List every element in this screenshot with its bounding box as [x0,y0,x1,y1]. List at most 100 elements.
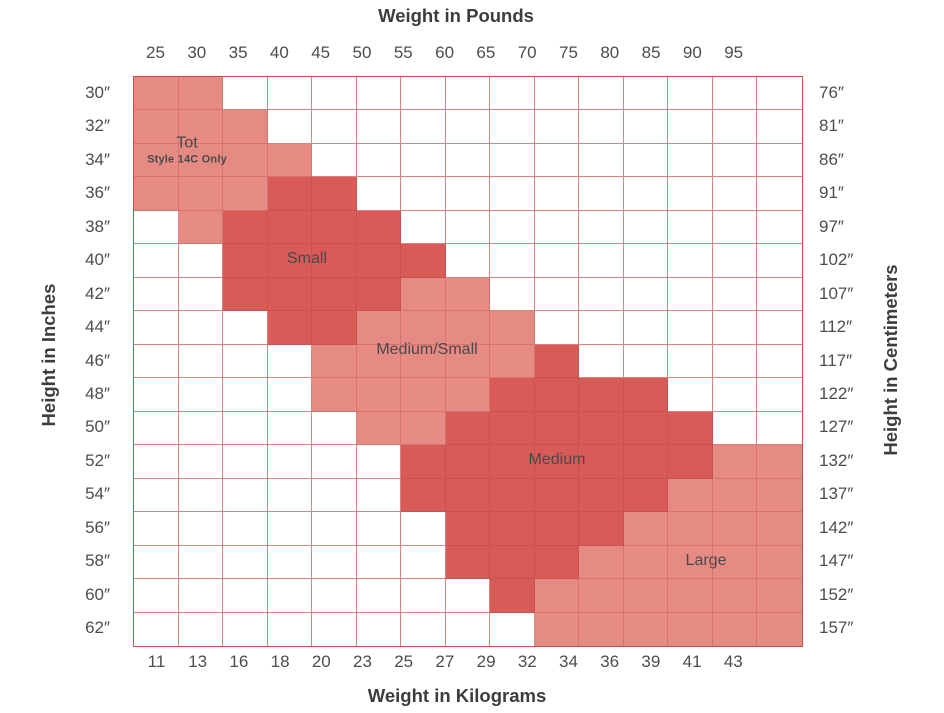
pound-tick-label: 80 [600,43,620,62]
grid-cell [445,110,490,144]
grid-cell [401,579,446,613]
grid-cell [668,311,713,345]
grid-cell [757,512,802,546]
grid-cell [712,110,757,144]
grid-cell [267,579,312,613]
grid-cell [534,445,579,479]
grid-cell [312,344,357,379]
grid-cell [490,512,535,546]
grid-cell [490,579,535,613]
grid-cell [312,545,357,580]
grid-cell [712,177,757,211]
grid-cell [623,579,668,613]
inch-row-label: 38″ [85,216,110,236]
grid-cell [623,445,668,479]
grid-cell [356,244,401,278]
grid-cell [668,143,713,178]
grid-cell [134,311,179,345]
centimeter-row-label: 81″ [819,116,844,136]
grid-cell [623,545,668,580]
grid-cell [579,378,624,412]
grid-cell [579,77,624,111]
grid-cell [223,210,268,245]
grid-cell [668,210,713,245]
grid-cell [490,612,535,646]
grid-cell [668,612,713,646]
grid-cell [356,277,401,312]
grid-cell [579,612,624,646]
grid-cell [267,612,312,646]
grid-cell [534,478,579,513]
grid-cell [712,411,757,446]
grid-cell [534,545,579,580]
grid-cell [534,244,579,278]
grid-cell [490,411,535,446]
centimeter-row-label: 107″ [819,283,854,303]
grid-cell [356,378,401,412]
grid-cell [134,244,179,278]
centimeter-row-label: 97″ [819,216,844,236]
grid-cell [401,344,446,379]
grid-cell [223,378,268,412]
grid-cell [445,244,490,278]
grid-cell [223,579,268,613]
grid-cell [134,512,179,546]
grid-cell [490,378,535,412]
grid-cell [267,344,312,379]
grid-cell [579,478,624,513]
grid-cell [267,277,312,312]
inch-row-label: 30″ [85,82,110,102]
centimeter-row-label: 91″ [819,183,844,203]
grid-cell [223,77,268,111]
pound-tick-label: 90 [682,43,702,62]
grid-cell [623,478,668,513]
grid-cell [534,512,579,546]
inch-row-label: 36″ [85,183,110,203]
grid-cell [445,77,490,111]
grid-cell [445,545,490,580]
grid-cell [178,512,223,546]
grid-cell [445,612,490,646]
grid-cell [757,311,802,345]
inch-row-label: 40″ [85,250,110,270]
grid-cell [267,210,312,245]
grid-cell [668,445,713,479]
grid-cell [534,612,579,646]
grid-cell [668,77,713,111]
grid-cell [445,177,490,211]
grid-cell [579,545,624,580]
grid-cell [579,110,624,144]
grid-cell [267,244,312,278]
grid-cell [401,545,446,580]
grid-cell [178,378,223,412]
grid-cell [178,143,223,178]
grid-cell [401,411,446,446]
grid-cell [445,277,490,312]
kilogram-tick-label: 20 [311,652,331,671]
grid-cell [223,143,268,178]
grid-cell [534,277,579,312]
grid-cell [445,210,490,245]
grid-cell [712,210,757,245]
grid-cell [712,143,757,178]
grid-cell [445,378,490,412]
grid-cell [401,512,446,546]
grid-cell [668,512,713,546]
grid-cell [712,579,757,613]
grid-cell [356,77,401,111]
pound-tick-label: 30 [187,43,207,62]
grid-cell [312,210,357,245]
grid-cell [178,177,223,211]
grid-cell [223,478,268,513]
grid-cell [401,110,446,144]
grid-cell [267,445,312,479]
grid-cell [356,445,401,479]
centimeter-row-label: 127″ [819,417,854,437]
grid-cell [356,545,401,580]
grid-cell [267,143,312,178]
grid-cell [356,311,401,345]
grid-cell [579,445,624,479]
kilogram-tick-label: 25 [394,652,414,671]
centimeter-row-label: 112″ [819,317,853,337]
